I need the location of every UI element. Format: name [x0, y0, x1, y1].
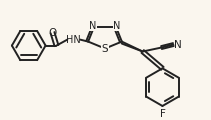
Text: S: S	[102, 44, 108, 54]
Text: N: N	[89, 21, 97, 31]
Text: O: O	[48, 28, 57, 38]
Text: HN: HN	[66, 35, 81, 45]
Text: F: F	[160, 109, 165, 119]
Text: N: N	[174, 40, 182, 50]
Text: N: N	[113, 21, 120, 31]
